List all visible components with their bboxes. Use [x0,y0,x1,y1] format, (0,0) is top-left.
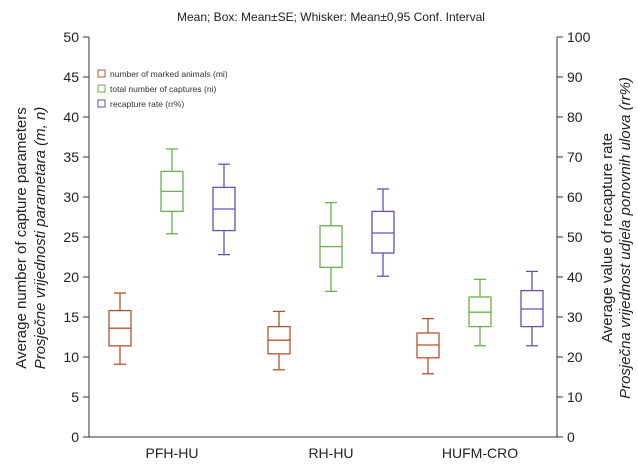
box-captures [468,278,492,347]
right-axis-label: Average value of recapture rate [599,133,616,343]
box-marked [108,292,132,365]
left-tick-label: 25 [63,229,79,245]
right-tick-label: 80 [567,109,583,125]
right-axis-ticks: 0 10 20 30 40 50 60 70 80 90 100 [557,29,591,445]
box-captures [160,148,184,235]
left-tick-label: 30 [63,189,79,205]
legend-swatch [97,84,106,93]
right-tick-label: 40 [567,269,583,285]
axes [88,37,558,438]
right-tick-label: 70 [567,149,583,165]
right-tick-label: 50 [567,229,583,245]
left-axis-label: Average number of capture parameters [13,107,30,369]
legend-swatch [97,69,106,78]
right-tick-label: 30 [567,309,583,325]
left-tick-label: 10 [63,349,79,365]
left-axis-label-line1: Average number of capture parameters [13,107,30,369]
left-tick-label: 5 [71,389,79,405]
right-tick-label: 90 [567,69,583,85]
left-tick-label: 20 [63,269,79,285]
right-axis-label-line1: Average value of recapture rate [599,133,616,343]
left-axis-ticks: 0 5 10 15 20 25 30 35 40 45 50 [63,29,89,445]
right-tick-label: 0 [567,429,575,445]
right-tick-label: 60 [567,189,583,205]
left-tick-label: 45 [63,69,79,85]
boxes [108,148,544,375]
legend-swatch [97,99,106,108]
legend: number of marked animals (mi) total numbe… [97,69,228,109]
legend-item: number of marked animals (mi) [97,69,228,79]
chart-title: Mean; Box: Mean±SE; Whisker: Mean±0,95 C… [177,10,485,24]
category-labels: PFH-HU RH-HU HUFM-CRO [146,445,519,461]
right-tick-label: 100 [567,29,591,45]
category-label: HUFM-CRO [442,445,518,461]
left-tick-label: 15 [63,309,79,325]
left-axis-label-line2: Prosječne vrijednosti parametara (m, n) [32,107,49,370]
right-tick-label: 10 [567,389,583,405]
legend-label: total number of captures (ni) [110,84,216,94]
box-recapture [371,188,395,277]
legend-item: recapture rate (rr%) [97,99,184,109]
category-label: PFH-HU [146,445,199,461]
left-tick-label: 40 [63,109,79,125]
box-marked [267,310,291,371]
left-tick-label: 0 [71,429,79,445]
box-marked [416,317,440,375]
right-axis-label-italic: Prosječna vrijednost udjela ponovnih ulo… [617,77,634,399]
box-rect [371,210,395,254]
right-axis-label-line2: Prosječna vrijednost udjela ponovnih ulo… [617,77,634,399]
left-tick-label: 35 [63,149,79,165]
box-recapture [520,270,544,347]
left-tick-label: 50 [63,29,79,45]
legend-label: recapture rate (rr%) [110,99,184,109]
category-label: RH-HU [308,445,353,461]
legend-item: total number of captures (ni) [97,84,216,94]
left-axis-label-italic: Prosječne vrijednosti parametara (m, n) [32,107,49,370]
legend-label: number of marked animals (mi) [110,69,228,79]
box-recapture [212,163,236,256]
box-captures [319,201,343,293]
right-tick-label: 20 [567,349,583,365]
